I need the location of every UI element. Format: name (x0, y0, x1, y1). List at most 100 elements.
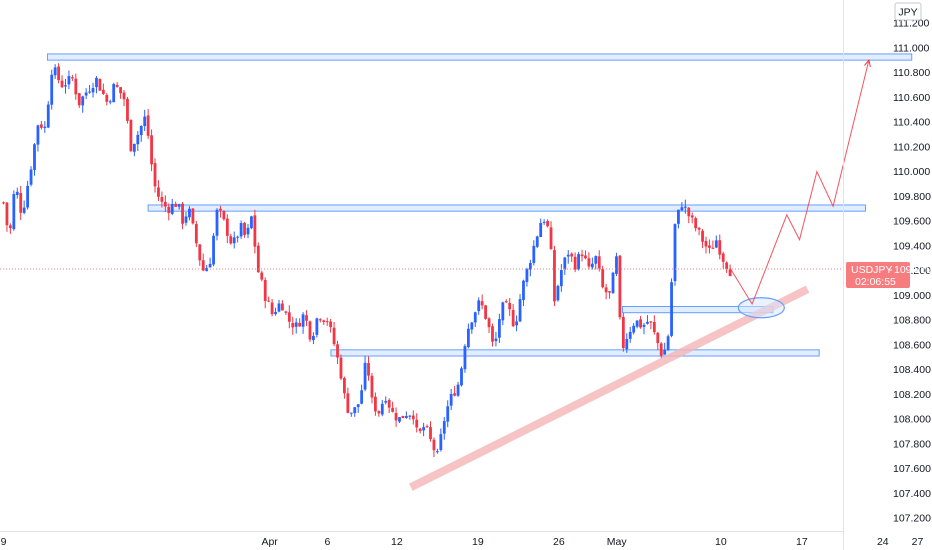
candle-body (232, 237, 236, 244)
candle-body (95, 77, 98, 88)
candle-body (618, 255, 622, 318)
candle-body (728, 269, 732, 277)
candle-body (694, 218, 698, 229)
candle-body (346, 393, 350, 413)
candle (256, 242, 260, 273)
candle (584, 250, 587, 260)
candle-body (611, 272, 615, 294)
candle-body (566, 254, 570, 257)
candle (618, 254, 622, 320)
candle-body (508, 302, 512, 310)
candle (239, 220, 243, 239)
candle-body (308, 321, 312, 340)
candle (632, 323, 636, 335)
candle (608, 290, 611, 299)
candle (150, 129, 153, 172)
candle-body (484, 305, 488, 319)
x-tick-label: 19 (472, 536, 484, 548)
candle (88, 84, 91, 94)
candle (105, 92, 109, 106)
price-scale[interactable]: 111.200111.000110.800110.600110.400110.2… (843, 0, 932, 550)
candle-body (170, 203, 174, 214)
candle (439, 428, 443, 452)
candle (394, 407, 398, 427)
candle (67, 70, 71, 90)
candle (12, 190, 16, 231)
candle-body (584, 255, 587, 259)
candle (670, 278, 673, 338)
candle-body (43, 126, 47, 129)
candle (652, 315, 656, 335)
candle (250, 215, 253, 230)
candle-body (26, 185, 30, 208)
x-tick-label: 9 (1, 536, 7, 548)
candle (315, 317, 319, 338)
candle-body (298, 322, 302, 327)
candle (484, 304, 488, 320)
candle-body (374, 396, 377, 412)
y-tick-label: 109.600 (893, 216, 931, 228)
candle (391, 401, 395, 413)
candle-body (15, 191, 19, 195)
candle-body (711, 247, 715, 249)
candle-body (515, 321, 518, 326)
candle (243, 221, 246, 238)
candle-body (329, 321, 333, 328)
candle-body (377, 411, 381, 414)
candle (683, 199, 687, 214)
currency-badge[interactable] (894, 2, 922, 21)
candle-body (253, 215, 257, 247)
candle (291, 316, 295, 335)
candle (298, 318, 302, 327)
candle (139, 125, 143, 142)
y-tick-label: 109.800 (893, 191, 931, 203)
candle-body (522, 280, 525, 300)
candle (8, 223, 12, 234)
candle (649, 320, 653, 330)
y-tick-label: 108.600 (893, 339, 931, 351)
y-tick-label: 108.000 (893, 414, 931, 426)
candle (718, 234, 722, 260)
x-tick-label: 12 (391, 536, 403, 548)
candle (577, 251, 580, 271)
candle (184, 212, 188, 226)
candle-body (549, 227, 553, 250)
candle-body (57, 66, 60, 81)
candle-body (84, 92, 88, 96)
candle-body (680, 207, 684, 211)
candle (153, 158, 157, 193)
candle (343, 376, 346, 399)
candle-body (108, 101, 112, 103)
candle (673, 223, 677, 286)
candle-body (318, 319, 322, 321)
candle (339, 354, 343, 381)
candle (711, 240, 715, 249)
candle-body (339, 357, 343, 379)
candle-body (325, 321, 329, 323)
candle-body (270, 302, 274, 315)
time-scale[interactable]: 9 Apr 6 12 19 26 May 10 17 24 27 (0, 531, 924, 549)
candle (535, 235, 539, 249)
candle-body (528, 262, 532, 270)
candle-body (315, 318, 319, 335)
candle (312, 332, 315, 345)
candle-body (50, 74, 54, 105)
candle-body (225, 218, 229, 236)
candle-body (236, 236, 240, 238)
candle (322, 319, 326, 326)
candle (301, 312, 305, 334)
candle (26, 180, 30, 210)
candle-body (553, 250, 556, 302)
candle-body (604, 287, 608, 293)
zones-layer (46, 53, 913, 357)
candle (625, 333, 629, 353)
candle-body (60, 80, 64, 88)
candle (277, 299, 281, 313)
candle-body (367, 363, 370, 376)
candle-body (432, 439, 436, 451)
y-tick-label: 108.400 (893, 364, 931, 376)
candle-body (597, 256, 601, 269)
y-tick-label: 109.400 (893, 240, 931, 252)
candle-body (494, 338, 498, 342)
